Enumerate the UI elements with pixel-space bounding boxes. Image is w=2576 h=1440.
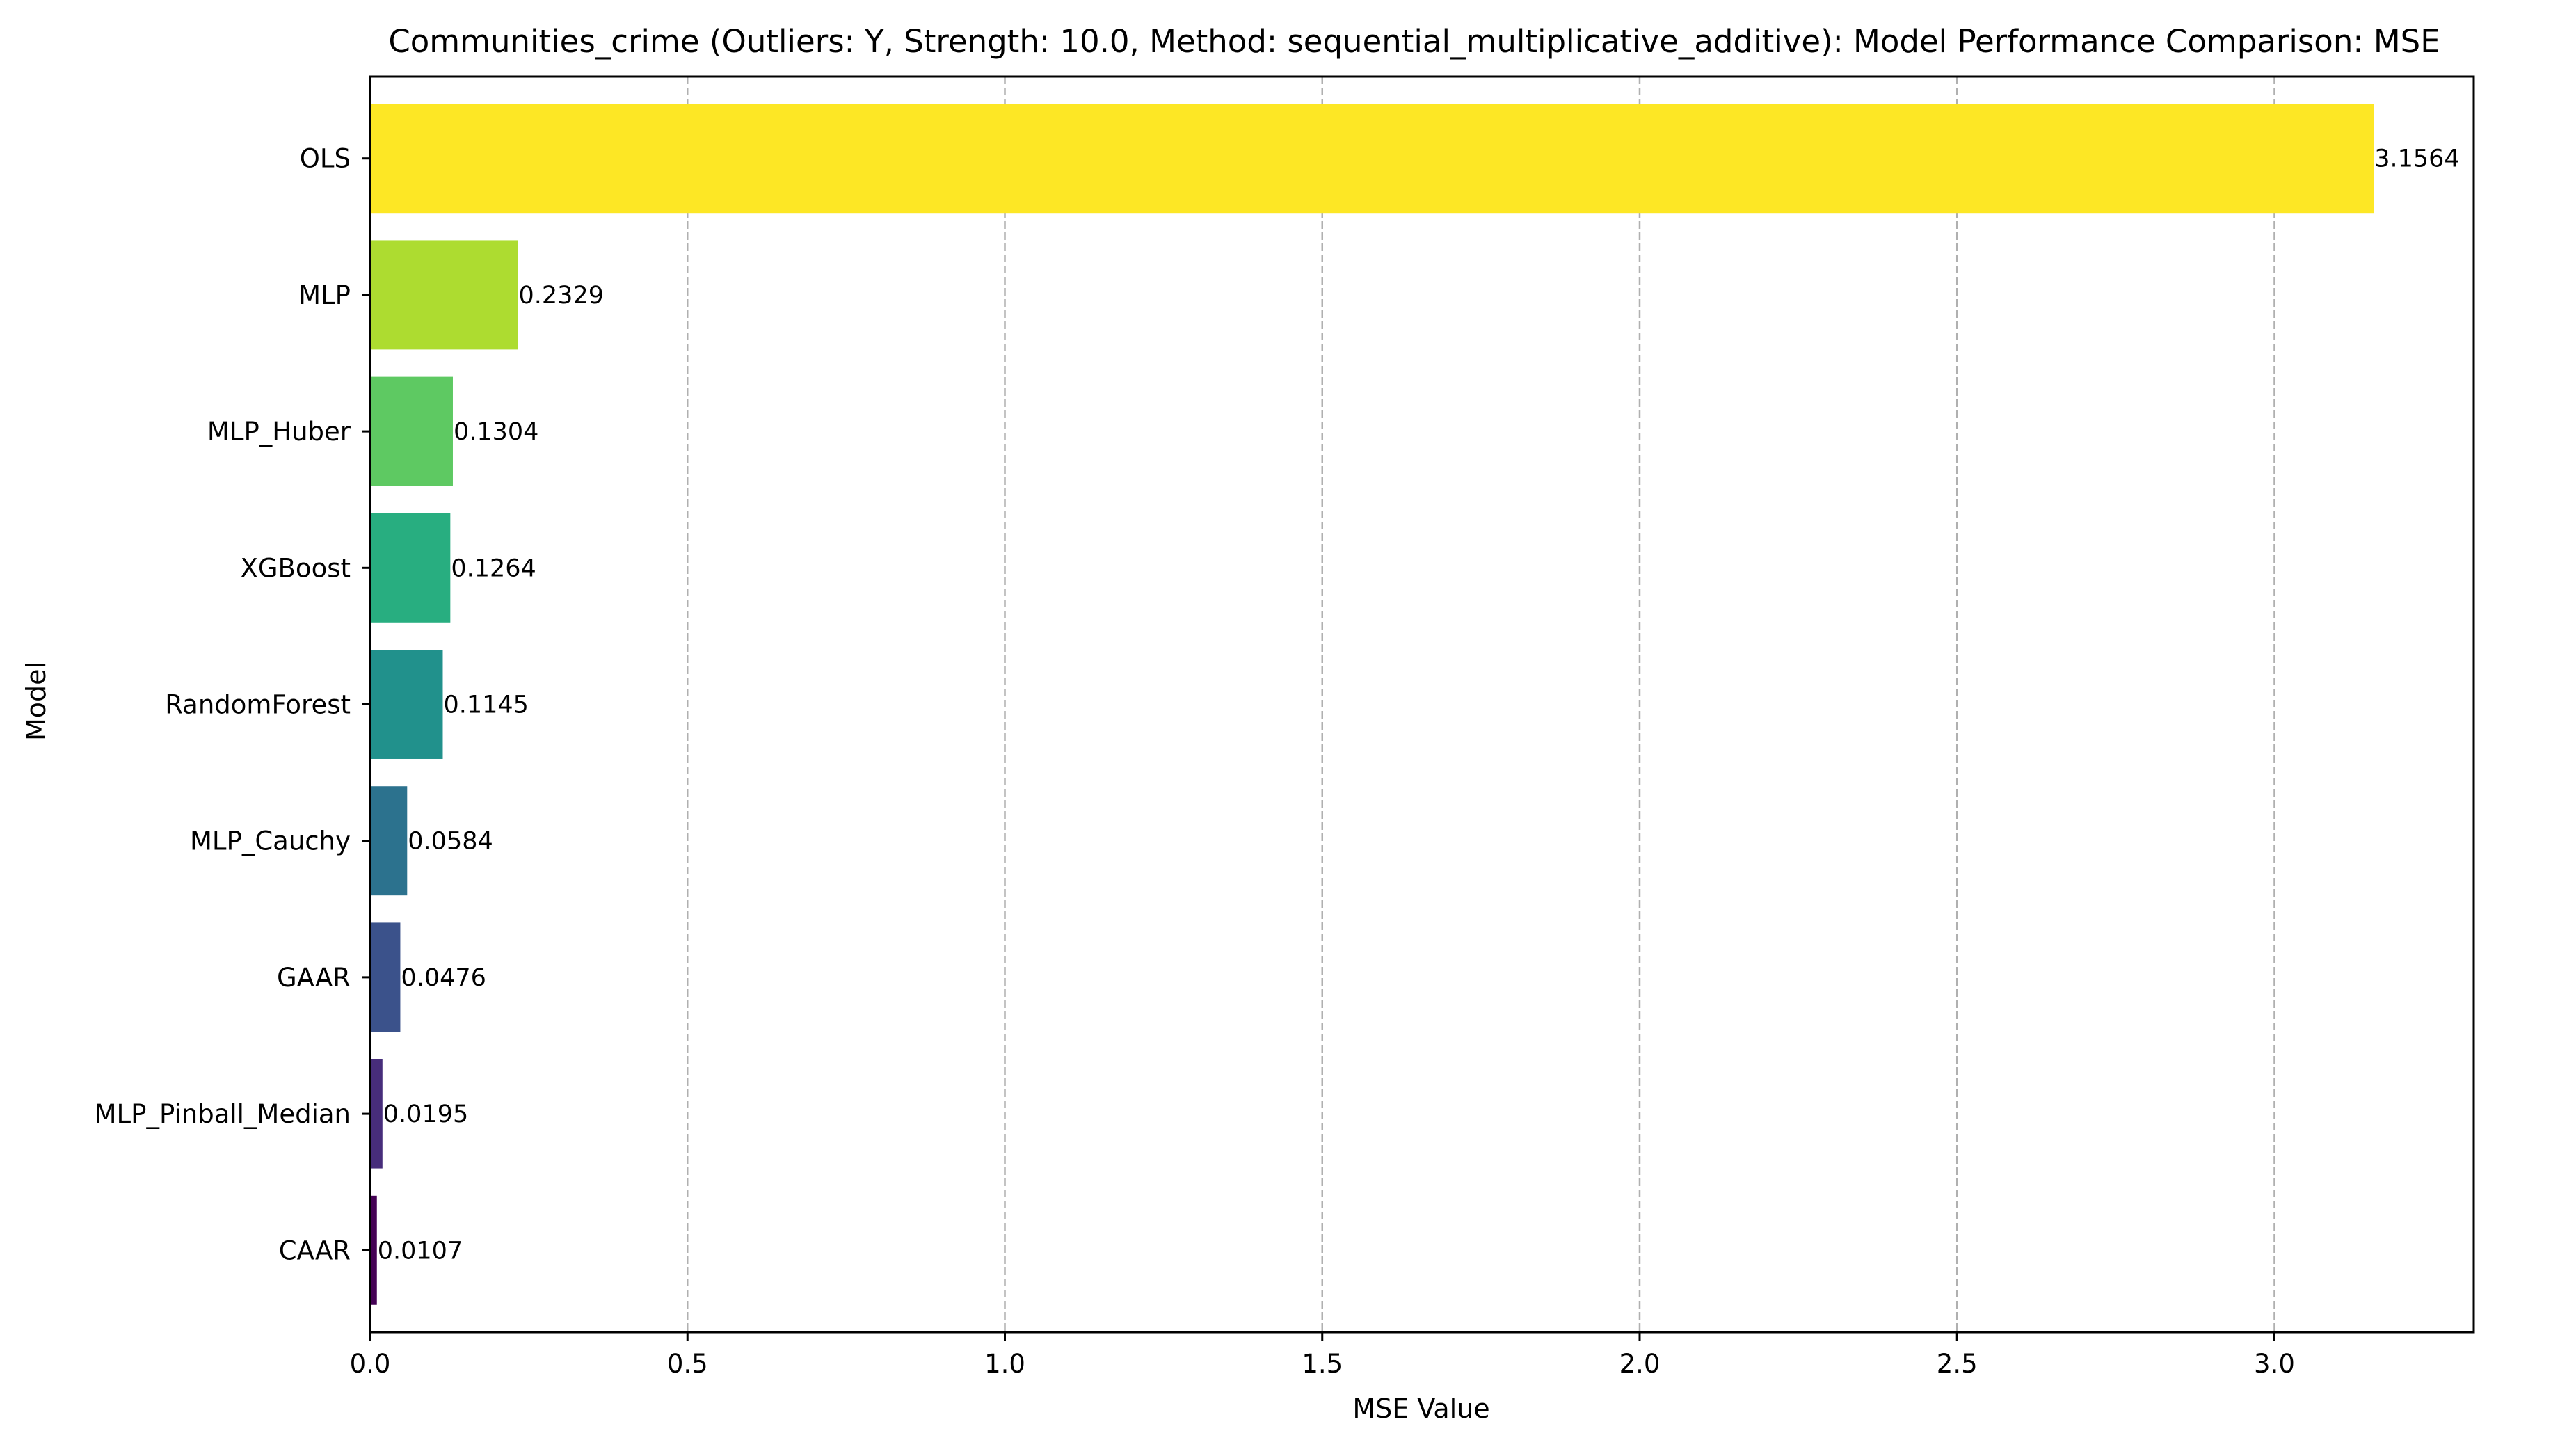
value-label: 0.0476 [401,964,486,992]
value-label: 0.2329 [519,282,604,310]
value-label: 0.1145 [443,691,528,719]
bar-mlp-huber [370,376,453,486]
bar-xgboost [370,513,451,623]
y-tick-label: MLP_Pinball_Median [95,1099,351,1129]
y-tick-label: OLS [300,144,351,174]
y-tick-label: CAAR [279,1235,351,1265]
y-axis-label: Model [21,662,51,741]
y-axis-ticks: OLS MLP MLP_Huber XGBoost RandomForest MLP_Ca… [95,144,370,1265]
bar-gaar [370,922,401,1032]
bar-randomforest [370,650,443,759]
y-tick-label: GAAR [277,963,351,993]
x-tick-label: 2.0 [1619,1349,1661,1379]
x-tick-label: 0.0 [350,1349,391,1379]
x-tick-label: 2.5 [1937,1349,1978,1379]
value-label: 0.0107 [378,1237,463,1265]
y-tick-label: MLP_Huber [207,417,351,447]
value-label: 0.0195 [383,1101,468,1128]
bar-mlp [370,240,518,350]
x-tick-label: 1.5 [1302,1349,1343,1379]
value-label: 0.1304 [454,418,538,446]
x-tick-label: 1.0 [984,1349,1025,1379]
y-tick-label: MLP [298,280,351,310]
bar-caar [370,1195,377,1305]
value-label: 3.1564 [2374,145,2459,173]
bars [370,104,2374,1305]
y-tick-label: XGBoost [241,553,351,583]
bar-mlp-pinball-median [370,1059,383,1169]
value-label: 0.0584 [408,828,493,856]
y-tick-label: RandomForest [165,690,351,720]
x-tick-label: 3.0 [2254,1349,2295,1379]
bar-ols [370,104,2374,214]
value-labels: 3.1564 0.2329 0.1304 0.1264 0.1145 0.0584 0.04… [378,145,2460,1265]
x-axis-ticks: 0.0 0.5 1.0 1.5 2.0 2.5 3.0 [350,1332,2295,1379]
bar-mlp-cauchy [370,786,408,896]
chart-title: Communities_crime (Outliers: Y, Strength… [388,23,2440,60]
x-axis-label: MSE Value [1352,1393,1489,1424]
value-label: 0.1264 [451,554,536,582]
y-tick-label: MLP_Cauchy [190,826,351,856]
x-tick-label: 0.5 [667,1349,708,1379]
